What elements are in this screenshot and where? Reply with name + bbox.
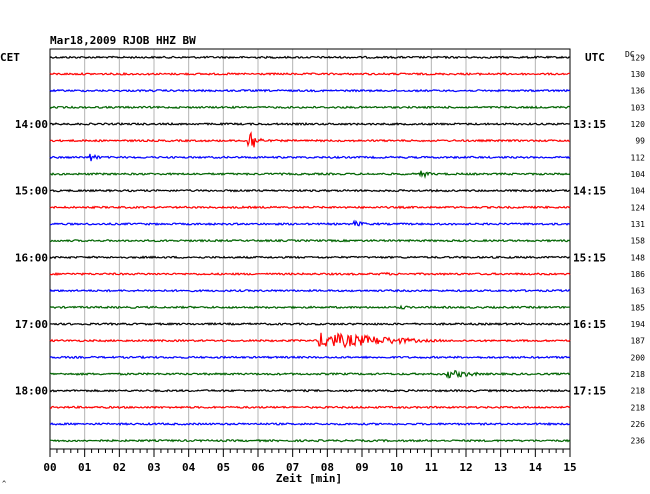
dc-value: 124	[631, 203, 646, 212]
x-tick-label: 15	[563, 461, 576, 474]
x-tick-label: 00	[43, 461, 56, 474]
trace-row-14	[49, 288, 571, 293]
dc-value: 104	[631, 187, 646, 196]
x-tick-label: 01	[78, 461, 92, 474]
dc-value: 130	[631, 70, 646, 79]
utc-time-label: 14:15	[573, 185, 606, 198]
dc-value: 236	[631, 437, 646, 446]
trace-row-21	[49, 405, 571, 410]
trace-row-2	[49, 88, 571, 93]
trace-row-13	[49, 271, 571, 277]
chart-title: Mar18,2009 RJOB HHZ BW	[50, 34, 196, 47]
dc-value: 186	[631, 270, 646, 279]
x-tick-label: 10	[390, 461, 403, 474]
utc-time-label: 13:15	[573, 118, 606, 131]
trace-row-6	[49, 153, 571, 162]
cet-time-label: 16:00	[15, 251, 48, 264]
grid	[49, 48, 571, 450]
dc-value: 226	[631, 420, 646, 429]
trace-row-9	[49, 205, 571, 210]
x-axis-label: Zeit [min]	[276, 472, 342, 485]
x-tick-label: 07	[286, 461, 299, 474]
dc-value: 131	[631, 220, 646, 229]
cet-label: CET	[0, 51, 20, 64]
x-tick-label: 11	[425, 461, 439, 474]
dc-value: 148	[631, 253, 646, 262]
trace-row-4	[49, 121, 571, 127]
x-tick-label: 09	[355, 461, 368, 474]
trace-row-5	[49, 131, 571, 148]
x-tick-label: 04	[182, 461, 196, 474]
dc-value: 103	[631, 103, 646, 112]
x-tick-label: 12	[459, 461, 472, 474]
trace-row-12	[49, 255, 571, 260]
x-tick-label: 08	[321, 461, 334, 474]
trace-row-17	[49, 332, 571, 349]
trace-row-16	[49, 322, 571, 327]
dc-value: 158	[631, 237, 646, 246]
row-labels: 14:00 15:00 16:00 17:00 18:00 13:15 14:15 15:15…	[15, 53, 645, 445]
dc-value: 185	[631, 303, 646, 312]
x-tick-label: 03	[147, 461, 160, 474]
dc-value: 120	[631, 120, 646, 129]
utc-time-label: 15:15	[573, 251, 606, 264]
cet-time-label: 18:00	[15, 385, 48, 398]
cet-time-label: 15:00	[15, 185, 48, 198]
dc-value: 218	[631, 403, 646, 412]
plot-frame	[49, 48, 571, 450]
utc-label: UTC	[585, 51, 605, 64]
trace-row-0	[49, 55, 571, 60]
x-tick-label: 14	[529, 461, 543, 474]
trace-row-10	[50, 219, 571, 227]
x-tick-label: 13	[494, 461, 507, 474]
trace-row-3	[49, 105, 571, 110]
dc-value: 99	[635, 137, 645, 146]
cet-time-label: 14:00	[15, 118, 48, 131]
trace-row-1	[49, 71, 570, 76]
trace-row-15	[49, 304, 571, 310]
dc-value: 218	[631, 387, 646, 396]
trace-row-7	[49, 170, 571, 180]
dc-value: 163	[631, 287, 646, 296]
dc-value: 187	[631, 337, 646, 346]
dc-label: DC	[625, 50, 635, 59]
dc-value: 200	[631, 353, 646, 362]
utc-time-label: 16:15	[573, 318, 606, 331]
x-tick-label: 05	[217, 461, 230, 474]
dc-value: 218	[631, 370, 646, 379]
x-tick-label: 06	[251, 461, 265, 474]
trace-row-18	[49, 355, 571, 360]
trace-row-11	[49, 238, 571, 243]
trace-row-19	[50, 369, 571, 379]
dc-value: 136	[631, 87, 646, 96]
corner-mark-icon: ^	[2, 480, 6, 488]
dc-value: 104	[631, 170, 646, 179]
dc-value: 194	[631, 320, 646, 329]
dc-value: 129	[631, 53, 646, 62]
utc-time-label: 17:15	[573, 385, 606, 398]
trace-row-20	[49, 388, 571, 393]
traces	[49, 55, 571, 443]
dc-value: 112	[631, 153, 646, 162]
trace-row-8	[49, 188, 571, 193]
cet-time-label: 17:00	[15, 318, 48, 331]
trace-row-22	[50, 421, 571, 427]
x-axis: 00 01 02 03 04 05 06 07 08 09 10 11 12 13 14 15	[43, 449, 577, 474]
trace-row-23	[49, 438, 571, 443]
x-tick-label: 02	[113, 461, 126, 474]
